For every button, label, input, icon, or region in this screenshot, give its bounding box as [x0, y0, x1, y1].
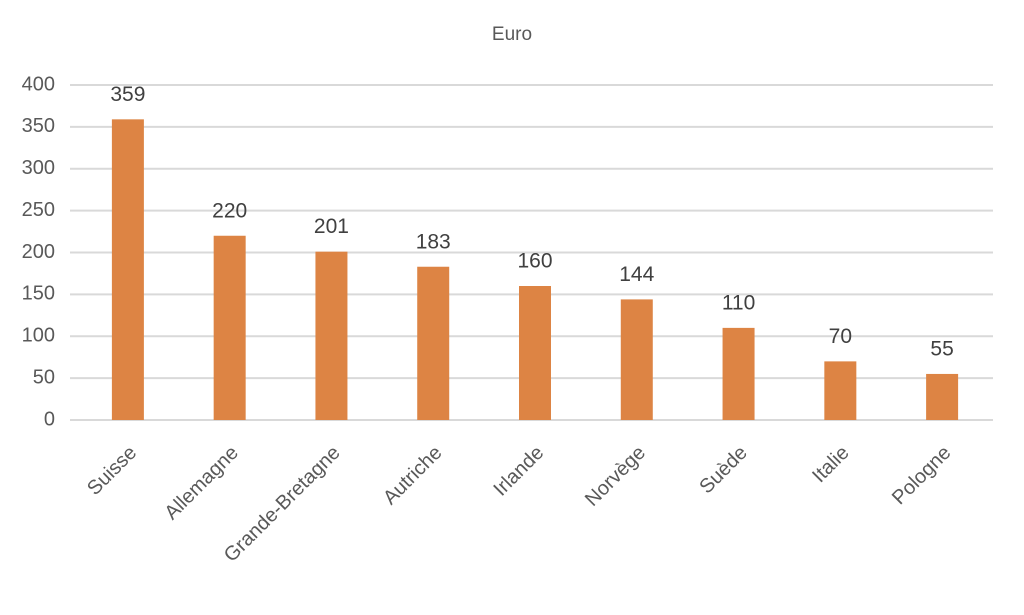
bar	[824, 361, 857, 420]
y-tick-label: 400	[22, 73, 55, 95]
y-tick-label: 350	[22, 115, 55, 137]
bar	[315, 251, 348, 420]
data-label: 220	[212, 199, 247, 222]
y-tick-label: 100	[22, 325, 55, 347]
bar	[111, 119, 144, 421]
bar	[722, 327, 755, 420]
bar	[519, 286, 551, 420]
y-tick-label: 50	[33, 366, 55, 388]
bar	[926, 373, 959, 420]
x-tick-label: Suisse	[83, 442, 141, 500]
x-tick-label: Norvège	[581, 442, 650, 511]
x-tick-label: Irlande	[489, 442, 548, 501]
x-tick-label: Autriche	[379, 442, 446, 509]
data-label: 160	[517, 250, 552, 273]
x-tick-label: Italie	[808, 442, 853, 487]
data-label: 144	[619, 263, 654, 286]
data-label: 70	[829, 325, 852, 348]
bar	[620, 299, 653, 420]
y-tick-label: 150	[22, 283, 55, 305]
x-tick-label: Allemagne	[161, 442, 243, 524]
bar	[213, 235, 246, 420]
y-tick-label: 200	[22, 241, 55, 263]
data-label: 359	[110, 83, 145, 106]
data-label: 55	[930, 337, 953, 360]
y-tick-label: 0	[44, 408, 55, 430]
bar	[417, 266, 450, 420]
x-tick-label: Pologne	[888, 442, 955, 509]
data-label: 183	[416, 230, 451, 253]
y-tick-label: 300	[22, 157, 55, 179]
y-tick-label: 250	[22, 199, 55, 221]
chart-title: Euro	[492, 24, 532, 45]
x-tick-label: Suède	[695, 442, 751, 498]
data-label: 201	[314, 215, 349, 238]
data-label: 110	[722, 291, 755, 314]
